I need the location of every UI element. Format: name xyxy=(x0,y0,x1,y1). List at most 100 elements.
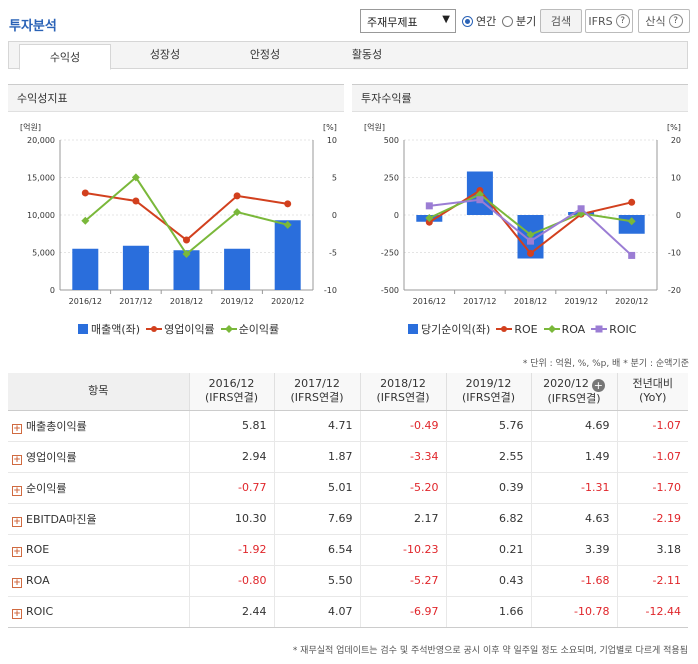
formula-label: 산식 xyxy=(645,15,666,28)
expand-icon[interactable]: + xyxy=(12,423,22,434)
table-cell: -1.07 xyxy=(617,410,688,442)
table-cell: 0.39 xyxy=(446,472,532,504)
expand-icon[interactable]: + xyxy=(12,485,22,496)
quarter-radio[interactable]: 분기 xyxy=(502,13,536,29)
column-header: 2017/12 (IFRS연결) xyxy=(274,373,361,411)
header-text: 2016/12 xyxy=(208,377,255,391)
x-tick-label: 2019/12 xyxy=(220,297,253,306)
header-text: 2017/12 xyxy=(294,377,340,391)
table-cell: -5.20 xyxy=(360,472,447,504)
table-cell: 2.17 xyxy=(360,503,447,535)
table-cell: 1.87 xyxy=(274,441,361,473)
table-cell: 4.63 xyxy=(531,503,618,535)
row-label[interactable]: + 영업이익률 xyxy=(8,441,190,473)
row-label[interactable]: + 매출총이익률 xyxy=(8,410,190,442)
row-label[interactable]: + ROE xyxy=(8,534,190,566)
table-cell: 1.49 xyxy=(531,441,618,473)
profitability-table: 항목 2016/12 (IFRS연결) 2017/12 (IFRS연결) 2018/… xyxy=(8,373,688,628)
help-icon: ? xyxy=(615,14,630,28)
expand-icon[interactable]: + xyxy=(12,577,22,588)
left-tick-label: 10,000 xyxy=(27,211,55,220)
left-tick-label: -250 xyxy=(381,249,399,258)
table-cell: -3.34 xyxy=(360,441,447,473)
expand-icon[interactable]: + xyxy=(12,608,22,619)
table-row: + ROA -0.80 5.50 -5.27 0.43 -1.68 -2.11 xyxy=(8,565,688,597)
tab-activity[interactable]: 활동성 xyxy=(351,48,383,61)
x-tick-label: 2016/12 xyxy=(413,297,446,306)
data-point xyxy=(628,198,636,206)
right-tick-label: -10 xyxy=(324,286,337,295)
expand-plus-icon[interactable]: + xyxy=(591,378,605,392)
row-label[interactable]: + EBITDA마진율 xyxy=(8,503,190,535)
search-button[interactable]: 검색 xyxy=(540,9,582,33)
expand-icon[interactable]: + xyxy=(12,454,22,465)
header-subtext: (IFRS연결) xyxy=(461,391,516,405)
data-point xyxy=(577,205,585,213)
header-text: 2019/12 xyxy=(465,377,512,391)
column-header: 2020/12 + (IFRS연결) xyxy=(531,373,618,411)
right-tick-label: 5 xyxy=(332,174,337,183)
data-point xyxy=(131,173,140,182)
table-cell: 10.30 xyxy=(189,503,275,535)
table-cell: -1.70 xyxy=(617,472,688,504)
table-cell: -6.97 xyxy=(360,596,447,628)
header-subtext: (IFRS연결) xyxy=(204,391,259,405)
right-tick-label: -20 xyxy=(668,286,681,295)
ifrs-help-button[interactable]: IFRS? xyxy=(585,9,633,33)
annual-radio[interactable]: 연간 xyxy=(462,13,496,29)
expand-icon[interactable]: + xyxy=(12,516,22,527)
row-label[interactable]: + ROA xyxy=(8,565,190,597)
header-subtext: (IFRS연결) xyxy=(547,391,601,405)
ifrs-label: IFRS xyxy=(588,14,613,28)
right-tick-label: -10 xyxy=(668,249,681,258)
legend-line-swatch xyxy=(146,326,163,332)
header-subtext: (YoY) xyxy=(639,391,667,405)
legend-item: ROE xyxy=(496,323,538,336)
table-cell: 0.21 xyxy=(446,534,532,566)
left-tick-label: 0 xyxy=(50,286,55,295)
help-icon: ? xyxy=(668,14,683,28)
table-cell: 5.50 xyxy=(274,565,361,597)
data-point xyxy=(425,214,434,222)
column-header: 2019/12 (IFRS연결) xyxy=(446,373,532,411)
row-label-text: ROA xyxy=(26,573,50,587)
tab-stability[interactable]: 안정성 xyxy=(249,48,281,61)
table-cell: 1.66 xyxy=(446,596,532,628)
table-cell: 4.69 xyxy=(531,410,618,442)
row-label-text: EBITDA마진율 xyxy=(26,512,97,526)
table-cell: -1.31 xyxy=(531,472,618,504)
legend-line-swatch xyxy=(496,326,513,332)
right-tick-label: 10 xyxy=(327,136,337,145)
page-title: 투자분석 xyxy=(9,19,57,34)
right-tick-label: 10 xyxy=(671,174,681,183)
row-label[interactable]: + ROIC xyxy=(8,596,190,628)
table-cell: -10.23 xyxy=(360,534,447,566)
data-point xyxy=(476,196,484,204)
left-tick-label: 500 xyxy=(384,136,399,145)
data-point xyxy=(527,249,534,257)
data-point xyxy=(628,251,636,259)
table-cell: -5.27 xyxy=(360,565,447,597)
legend-bar-swatch xyxy=(408,324,418,334)
table-cell: -1.07 xyxy=(617,441,688,473)
row-label[interactable]: + 순이익률 xyxy=(8,472,190,504)
column-header: 2018/12 (IFRS연결) xyxy=(360,373,447,411)
expand-icon[interactable]: + xyxy=(12,546,22,557)
bar xyxy=(224,248,251,290)
data-point xyxy=(233,192,241,200)
x-tick-label: 2019/12 xyxy=(564,297,597,306)
row-label-text: 순이익률 xyxy=(26,481,67,495)
table-cell: 5.76 xyxy=(446,410,532,442)
left-tick-label: 20,000 xyxy=(27,136,55,145)
tab-profitability[interactable]: 수익성 xyxy=(19,44,111,70)
data-point xyxy=(132,197,140,205)
table-cell: 5.01 xyxy=(274,472,361,504)
tab-growth[interactable]: 성장성 xyxy=(149,48,181,61)
bar xyxy=(122,245,149,290)
statement-select[interactable]: 주재무제표 ▼ xyxy=(360,9,456,33)
row-label-text: ROE xyxy=(26,542,50,556)
chevron-down-icon: ▼ xyxy=(442,14,450,25)
unit-note: * 단위 : 억원, %, %p, 배 * 분기 : 순액기준 xyxy=(522,359,689,369)
formula-help-button[interactable]: 산식? xyxy=(638,9,690,33)
return-legend: 당기순이익(좌) ROE ROA ROIC xyxy=(408,321,642,337)
